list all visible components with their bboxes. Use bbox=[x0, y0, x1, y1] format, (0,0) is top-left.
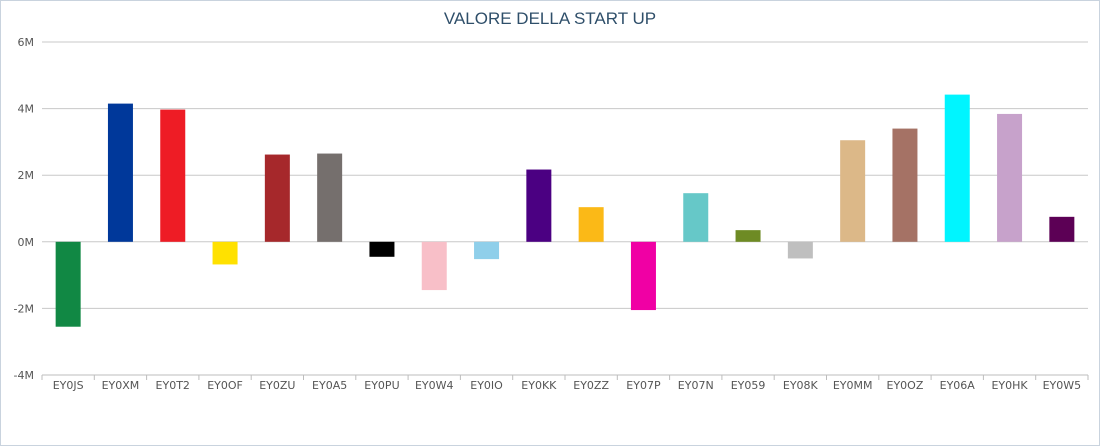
x-tick-label: EY0KK bbox=[521, 379, 557, 392]
chart-title: VALORE DELLA START UP bbox=[443, 9, 657, 28]
y-tick-label: 6M bbox=[18, 36, 35, 49]
x-tick-label: EY0W4 bbox=[415, 379, 454, 392]
y-tick-label: 0M bbox=[18, 236, 35, 249]
y-tick-label: -4M bbox=[14, 369, 34, 382]
x-tick-label: EY0A5 bbox=[312, 379, 347, 392]
bar bbox=[735, 230, 761, 242]
bar bbox=[578, 207, 604, 242]
x-tick-label: EY0XM bbox=[102, 379, 140, 392]
x-tick-label: EY07N bbox=[678, 379, 714, 392]
bar bbox=[474, 241, 500, 260]
bar bbox=[840, 140, 866, 242]
bar bbox=[526, 169, 552, 242]
y-tick-label: -2M bbox=[14, 302, 34, 315]
bar bbox=[787, 241, 813, 259]
x-tick-label: EY0HK bbox=[991, 379, 1028, 392]
x-tick-label: EY08K bbox=[783, 379, 819, 392]
x-tick-label: EY0IO bbox=[470, 379, 503, 392]
x-tick-label: EY0OF bbox=[207, 379, 243, 392]
x-tick-label: EY06A bbox=[940, 379, 976, 392]
bar bbox=[317, 153, 343, 242]
x-tick-label: EY07P bbox=[626, 379, 661, 392]
bar bbox=[892, 128, 918, 242]
x-tick-label: EY0W5 bbox=[1043, 379, 1082, 392]
bar bbox=[944, 94, 970, 242]
bar bbox=[212, 241, 238, 265]
x-tick-label: EY0JS bbox=[53, 379, 84, 392]
x-tick-label: EY0ZZ bbox=[573, 379, 609, 392]
bar bbox=[264, 154, 290, 242]
y-tick-label: 2M bbox=[18, 169, 35, 182]
y-tick-label: 4M bbox=[18, 103, 35, 116]
x-tick-label: EY0MM bbox=[833, 379, 873, 392]
bar bbox=[160, 109, 186, 242]
x-tick-label: EY059 bbox=[731, 379, 766, 392]
x-tick-label: EY0OZ bbox=[887, 379, 924, 392]
bar bbox=[683, 193, 709, 242]
bar bbox=[630, 241, 656, 311]
bar bbox=[997, 113, 1023, 242]
x-tick-label: EY0ZU bbox=[259, 379, 295, 392]
bar bbox=[369, 241, 395, 257]
bar bbox=[107, 103, 133, 242]
bar bbox=[55, 241, 81, 327]
x-tick-label: EY0T2 bbox=[156, 379, 190, 392]
bar bbox=[1049, 216, 1075, 242]
bar bbox=[421, 241, 447, 291]
x-tick-label: EY0PU bbox=[364, 379, 399, 392]
